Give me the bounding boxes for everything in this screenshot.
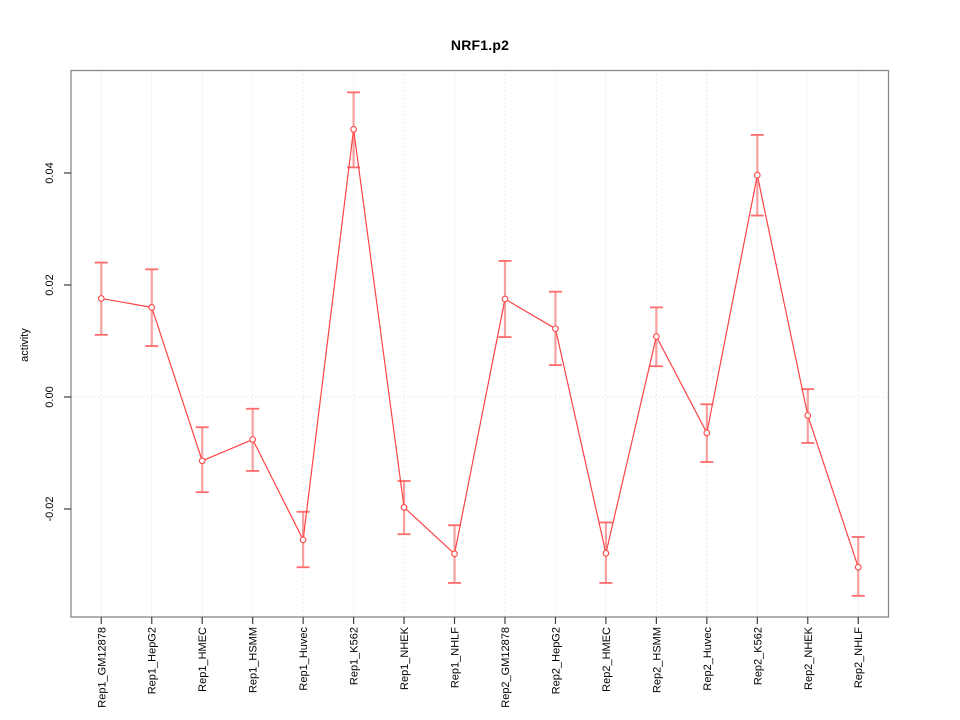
x-tick-label: Rep1_HSMM <box>248 627 260 693</box>
x-tick-label: Rep1_NHLF <box>450 627 462 688</box>
chart-title: NRF1.p2 <box>450 37 510 53</box>
data-point-marker <box>552 325 559 333</box>
y-tick-label: 0.02 <box>44 274 56 295</box>
data-point-marker <box>299 536 307 544</box>
x-tick-label: Rep1_NHEK <box>399 626 411 690</box>
y-tick-label: 0.00 <box>44 386 56 407</box>
data-point-marker <box>198 457 206 465</box>
x-tick-label: Rep2_HMEC <box>601 627 613 692</box>
x-tick-label: Rep2_NHEK <box>803 626 815 690</box>
x-tick-label: Rep2_Huvec <box>702 627 714 691</box>
x-tick-label: Rep2_HSMM <box>651 627 663 693</box>
data-point-marker <box>148 304 156 311</box>
data-point-marker <box>753 171 761 179</box>
x-tick-label: Rep1_HMEC <box>197 627 209 692</box>
x-tick-label: Rep1_HepG2 <box>147 627 159 694</box>
x-tick-label: Rep1_K562 <box>349 627 361 685</box>
x-tick-label: Rep2_K562 <box>752 627 764 685</box>
data-point-marker <box>97 295 105 302</box>
data-point-marker <box>602 549 610 557</box>
y-tick-label: 0.04 <box>44 162 56 183</box>
data-point-marker <box>703 429 711 437</box>
data-point-marker <box>501 295 509 303</box>
x-tick-label: Rep2_GM12878 <box>500 627 512 708</box>
x-tick-label: Rep1_GM12878 <box>96 627 108 708</box>
data-point-marker <box>804 412 812 419</box>
data-point-marker <box>451 550 458 558</box>
data-point-marker <box>854 563 862 571</box>
x-tick-label: Rep2_HepG2 <box>550 627 562 694</box>
plot-box <box>70 69 890 618</box>
x-tick-label: Rep1_Huvec <box>298 627 310 691</box>
data-point-marker <box>653 333 660 340</box>
series-line <box>101 129 859 568</box>
y-tick-label: -0.02 <box>44 496 56 521</box>
data-point-marker <box>350 125 357 133</box>
data-point-marker <box>400 503 408 511</box>
data-point-marker <box>249 436 257 443</box>
x-tick-label: Rep2_NHLF <box>853 627 865 688</box>
